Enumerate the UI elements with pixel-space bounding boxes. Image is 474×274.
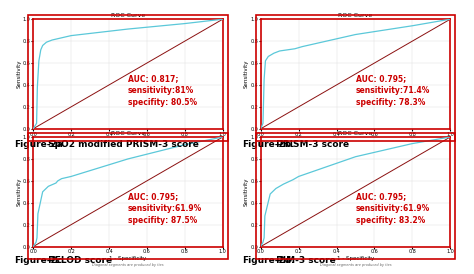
Text: AUC: 0.795;
sensitivity:61.9%
specifity: 87.5%: AUC: 0.795; sensitivity:61.9% specifity:… xyxy=(128,192,202,224)
X-axis label: 1 - Specificity: 1 - Specificity xyxy=(109,256,146,261)
Y-axis label: Sensitivity: Sensitivity xyxy=(244,60,249,88)
Text: AUC: 0.817;
sensitivity:81%
specifity: 80.5%: AUC: 0.817; sensitivity:81% specifity: 8… xyxy=(128,74,197,107)
Text: AUC: 0.795;
sensitivity:71.4%
specifity: 78.3%: AUC: 0.795; sensitivity:71.4% specifity:… xyxy=(356,74,430,107)
Y-axis label: Sensitivity: Sensitivity xyxy=(244,178,249,206)
Text: Diagonal segments are produced by ties: Diagonal segments are produced by ties xyxy=(319,145,392,150)
X-axis label: 1 - Specificity: 1 - Specificity xyxy=(337,256,374,261)
Y-axis label: Sensitivity: Sensitivity xyxy=(16,178,21,206)
Text: Figure-2d.: Figure-2d. xyxy=(242,256,294,265)
X-axis label: 1 - Specificity: 1 - Specificity xyxy=(109,138,146,143)
Text: Diagonal segments are produced by ties: Diagonal segments are produced by ties xyxy=(319,263,392,267)
Text: AUC: 0.795;
sensitivity:61.9%
specifity: 83.2%: AUC: 0.795; sensitivity:61.9% specifity:… xyxy=(356,192,430,224)
X-axis label: 1 - Specificity: 1 - Specificity xyxy=(337,138,374,143)
Title: ROC Curve: ROC Curve xyxy=(338,131,373,136)
Text: Figure-2c.: Figure-2c. xyxy=(14,256,66,265)
Text: PRISM-3 score: PRISM-3 score xyxy=(273,140,349,149)
Y-axis label: Sensitivity: Sensitivity xyxy=(16,60,21,88)
Text: Diagonal segments are produced by ties: Diagonal segments are produced by ties xyxy=(92,263,164,267)
Text: PELOD score: PELOD score xyxy=(45,256,112,265)
Title: ROC Curve: ROC Curve xyxy=(111,13,145,18)
Title: ROC Curve: ROC Curve xyxy=(338,13,373,18)
Text: Figure-2b.: Figure-2b. xyxy=(242,140,294,149)
Text: PIM-3 score: PIM-3 score xyxy=(273,256,335,265)
Text: Figure-2a.: Figure-2a. xyxy=(14,140,66,149)
Text: SpO2 modified PRISM-3 score: SpO2 modified PRISM-3 score xyxy=(45,140,199,149)
Text: Diagonal segments are produced by ties: Diagonal segments are produced by ties xyxy=(92,145,164,150)
Title: ROC Curve: ROC Curve xyxy=(111,131,145,136)
